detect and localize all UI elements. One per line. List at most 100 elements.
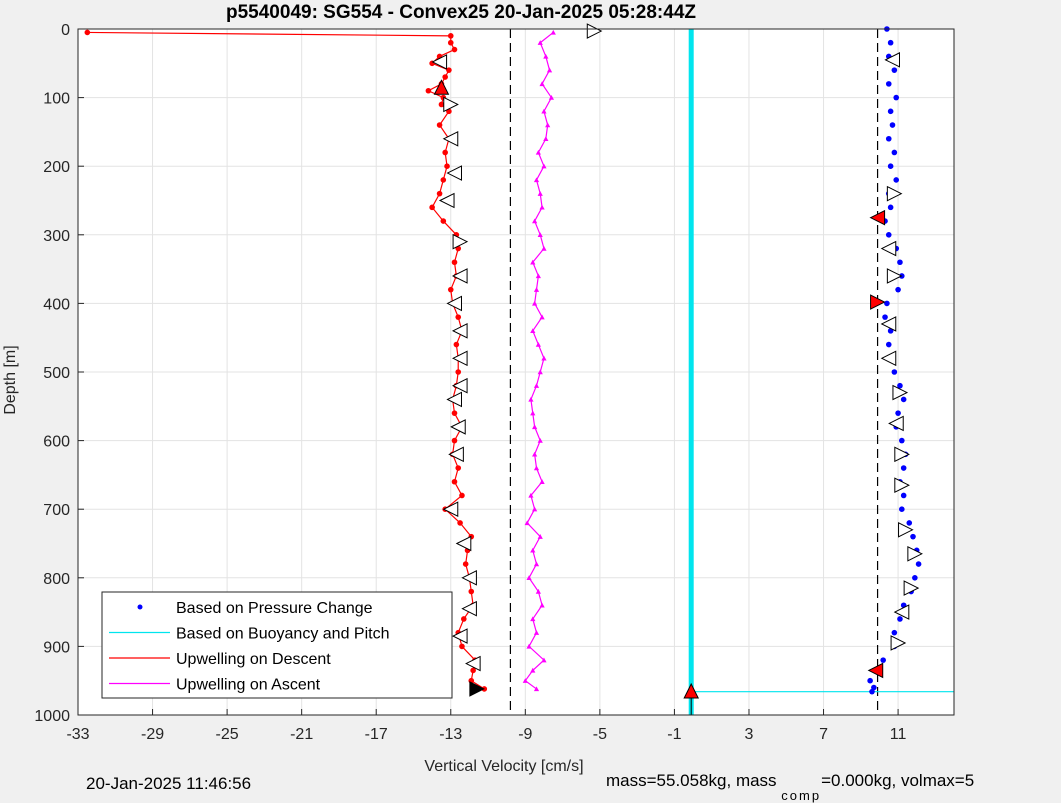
data-point: [84, 29, 91, 36]
data-point: [447, 39, 454, 46]
data-point: [459, 492, 465, 499]
data-point: [533, 465, 540, 471]
data-point: [906, 520, 913, 526]
x-tick-label: -13: [439, 726, 462, 743]
x-tick-label: -33: [66, 726, 89, 743]
triangle-marker: [888, 415, 904, 432]
data-point: [900, 465, 907, 471]
triangle-marker: [448, 446, 464, 463]
data-point: [893, 177, 900, 183]
data-point: [897, 259, 903, 266]
data-point: [524, 520, 530, 526]
triangle-marker: [893, 604, 910, 620]
triangle-marker: [869, 209, 886, 226]
data-point: [537, 438, 543, 443]
data-point: [462, 561, 469, 567]
data-point: [533, 686, 540, 692]
y-tick-label: 800: [43, 571, 70, 588]
triangle-marker: [880, 316, 897, 332]
data-point: [545, 122, 551, 128]
data-point: [429, 204, 435, 211]
data-point: [897, 616, 903, 622]
data-point: [436, 122, 443, 128]
triangle-marker: [446, 165, 462, 181]
legend-label: Upwelling on Ascent: [176, 677, 321, 694]
data-point: [532, 218, 538, 224]
y-tick-label: 200: [43, 159, 70, 176]
triangle-marker: [451, 628, 468, 644]
data-point: [444, 163, 450, 169]
x-tick-label: -5: [593, 726, 607, 743]
triangle-marker: [903, 580, 920, 596]
data-point: [899, 506, 905, 512]
data-point: [895, 286, 901, 293]
data-point: [530, 616, 536, 622]
data-point: [451, 259, 458, 266]
data-point: [522, 678, 528, 683]
data-point: [915, 561, 922, 567]
grid: [77, 28, 954, 716]
triangle-marker: [884, 52, 900, 68]
x-tick-label: -21: [290, 726, 313, 743]
y-axis-label: Depth [m]: [2, 345, 19, 414]
legend-label: Upwelling on Descent: [176, 651, 331, 668]
triangle-marker: [890, 635, 907, 651]
data-point: [541, 163, 547, 169]
triangle-marker: [431, 54, 448, 70]
data-point: [535, 149, 541, 155]
data-point: [532, 300, 538, 306]
x-tick-label: -17: [365, 726, 388, 743]
data-point: [533, 630, 540, 635]
data-point: [891, 369, 898, 375]
data-point: [912, 575, 918, 581]
triangle-marker: [465, 655, 481, 672]
data-point: [535, 341, 541, 347]
mass-text: mass=55.058kg, mass: [606, 771, 777, 790]
data-point: [461, 616, 467, 622]
triangle-marker: [443, 96, 459, 113]
y-tick-label: 300: [43, 228, 70, 245]
data-point: [532, 451, 538, 457]
y-tick-label: 700: [43, 502, 70, 519]
data-point: [541, 108, 547, 114]
data-point: [436, 190, 443, 197]
data-point: [539, 314, 545, 320]
data-point: [884, 300, 890, 307]
legend-marker: [137, 604, 143, 610]
data-point: [455, 465, 462, 471]
x-tick-label: -1: [667, 726, 681, 743]
data-point: [453, 341, 460, 348]
data-point: [541, 657, 547, 663]
data-point: [548, 95, 555, 100]
data-point: [891, 149, 898, 156]
data-point: [539, 479, 545, 484]
data-point: [526, 575, 532, 580]
data-point: [539, 204, 545, 210]
data-point: [900, 396, 907, 403]
mass-text-2: =0.000kg, volmax=5: [821, 771, 975, 790]
triangle-marker: [469, 681, 485, 697]
triangle-marker: [880, 350, 897, 367]
data-point: [438, 101, 445, 108]
data-point: [880, 657, 886, 663]
chart-title: p5540049: SG554 - Convex25 20-Jan-2025 0…: [226, 2, 696, 23]
data-point: [451, 437, 458, 444]
y-tick-label: 1000: [34, 708, 70, 725]
data-point: [440, 177, 447, 183]
data-point: [455, 369, 462, 375]
triangle-marker: [451, 323, 468, 339]
data-point: [887, 204, 894, 211]
data-point: [530, 547, 536, 553]
data-point: [543, 53, 549, 59]
data-point: [537, 232, 543, 237]
data-point: [425, 87, 432, 94]
data-point: [869, 688, 875, 695]
data-point: [887, 163, 894, 169]
y-tick-label: 600: [43, 434, 70, 451]
triangle-marker: [461, 569, 477, 586]
data-point: [451, 410, 458, 416]
data-point: [885, 232, 892, 238]
data-point: [533, 383, 540, 388]
triangle-marker: [455, 535, 472, 552]
data-point: [537, 191, 543, 196]
